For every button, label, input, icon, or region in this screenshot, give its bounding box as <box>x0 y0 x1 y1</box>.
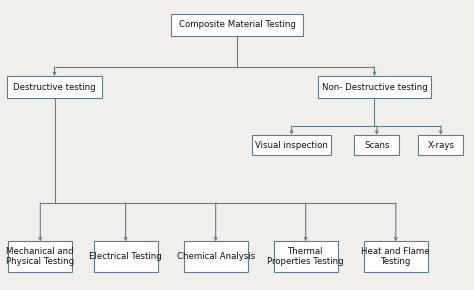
Text: Non- Destructive testing: Non- Destructive testing <box>321 82 428 92</box>
Text: Scans: Scans <box>364 140 390 150</box>
Text: Mechanical and
Physical Testing: Mechanical and Physical Testing <box>6 247 74 266</box>
Text: Chemical Analysis: Chemical Analysis <box>176 252 255 261</box>
FancyBboxPatch shape <box>274 241 337 272</box>
Text: Composite Material Testing: Composite Material Testing <box>179 20 295 29</box>
FancyBboxPatch shape <box>171 14 303 35</box>
Text: Electrical Testing: Electrical Testing <box>89 252 162 261</box>
Text: X-rays: X-rays <box>428 140 454 150</box>
FancyBboxPatch shape <box>318 76 431 98</box>
FancyBboxPatch shape <box>94 241 157 272</box>
FancyBboxPatch shape <box>364 241 428 272</box>
FancyBboxPatch shape <box>7 76 102 98</box>
FancyBboxPatch shape <box>184 241 247 272</box>
Text: Heat and Flame
Testing: Heat and Flame Testing <box>362 247 430 266</box>
FancyBboxPatch shape <box>252 135 331 155</box>
FancyBboxPatch shape <box>354 135 399 155</box>
FancyBboxPatch shape <box>418 135 464 155</box>
Text: Thermal
Properties Testing: Thermal Properties Testing <box>267 247 344 266</box>
Text: Visual inspection: Visual inspection <box>255 140 328 150</box>
Text: Destructive testing: Destructive testing <box>13 82 96 92</box>
FancyBboxPatch shape <box>8 241 72 272</box>
